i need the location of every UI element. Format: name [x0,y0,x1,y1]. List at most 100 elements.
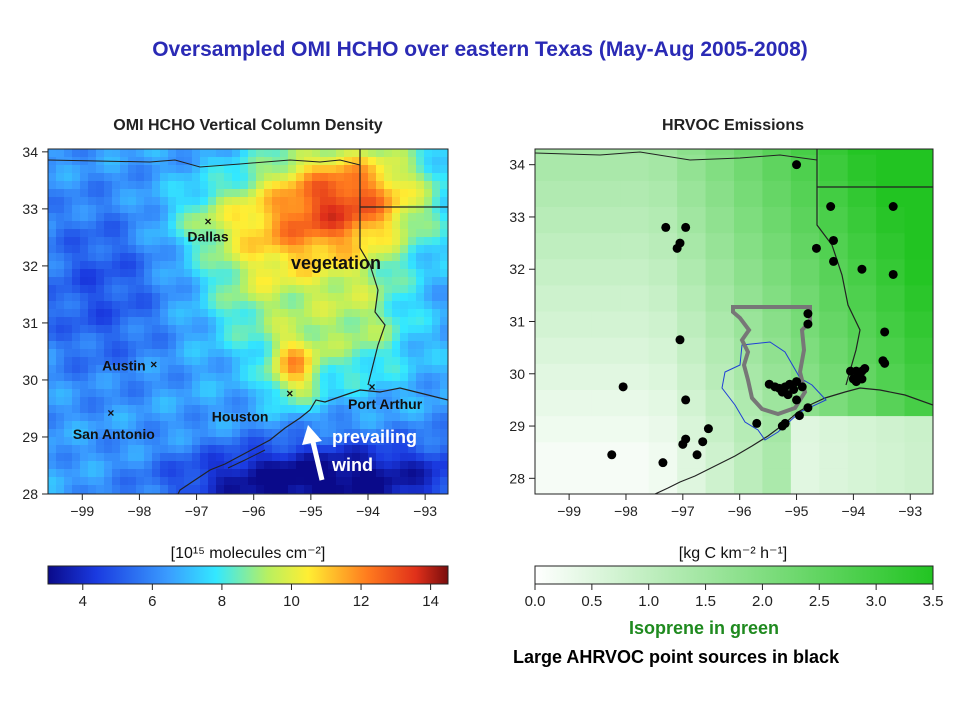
x-tick-label: −96 [242,503,266,519]
x-tick-label: −96 [728,503,752,519]
ahrvoc-point [692,450,702,460]
ahrvoc-point [661,222,671,232]
city-label: Dallas [187,228,228,244]
city-marker-icon: × [107,406,114,420]
houston-region-gray-outline [731,305,812,417]
hcho-heatmap [48,149,448,494]
ahrvoc-point [672,243,682,253]
colorbar-tick-label: 8 [218,593,226,610]
ahrvoc-point [811,243,821,253]
isoprene-grid [535,149,933,494]
city-marker-icon: × [150,358,157,372]
ahrvoc-point [803,319,813,329]
colorbar-tick-label: 3.5 [923,593,944,610]
ahrvoc-point [829,235,838,245]
city-label: Port Arthur [348,396,423,412]
y-tick-label: 28 [22,486,38,502]
city-label: San Antonio [73,426,155,442]
colorbar-tick-label: 1.5 [695,593,716,610]
ahrvoc-point [675,335,685,345]
wind-arrow-icon [302,425,325,481]
ahrvoc-point [794,411,804,421]
x-tick-label: −95 [299,503,323,519]
right-axes: −99 −98 −97 −96 −95 −94 −93 28 29 30 31 32 33 34 [509,157,922,519]
x-tick-label: −99 [557,503,581,519]
vegetation-label: vegetation [291,253,381,273]
y-tick-label: 29 [22,429,38,445]
y-tick-label: 28 [509,470,525,486]
isoprene-colorbar-label: [kg C km⁻² h⁻¹] [679,545,787,562]
colorbar-tick-label: 2.0 [752,593,773,610]
ahrvoc-point [857,374,867,384]
ahrvoc-point [797,382,807,392]
left-barrier-island [227,449,266,469]
x-tick-label: −97 [671,503,695,519]
x-tick-label: −93 [898,503,922,519]
x-tick-label: −93 [413,503,437,519]
y-tick-label: 34 [22,144,38,160]
ahrvoc-point [880,327,890,337]
ahrvoc-point-sources [607,160,898,468]
ahrvoc-point [826,202,836,211]
x-tick-label: −97 [185,503,209,519]
colorbar-tick-label: 3.0 [866,593,887,610]
colorbar-tick-label: 2.5 [809,593,830,610]
city-marker-icon: × [204,214,211,228]
ahrvoc-point [860,364,870,374]
city-marker-icon: × [368,380,375,394]
left-map-frame [47,148,449,495]
colorbar-tick-label: 10 [283,593,300,610]
colorbar-tick-label: 0.5 [581,593,602,610]
ahrvoc-note: Large AHRVOC point sources in black [513,647,840,667]
left-coastline [177,387,448,494]
ahrvoc-point [803,309,813,319]
ahrvoc-point [678,439,688,449]
y-tick-label: 31 [509,314,525,330]
y-tick-label: 30 [22,372,38,388]
x-tick-label: −94 [356,503,380,519]
left-axes: −99 −98 −97 −96 −95 −94 −93 28 29 30 31 32 33 34 [22,144,437,519]
ahrvoc-point [829,256,838,266]
left-north-border [48,159,361,168]
ahrvoc-point [803,403,813,413]
right-state-border [816,149,933,386]
ahrvoc-point [658,458,668,468]
y-tick-label: 34 [509,157,525,173]
ahrvoc-point [857,264,867,274]
houston-region-blue-outline [721,341,827,441]
hcho-colorbar-ticks: 4 6 8 10 12 14 [79,584,439,610]
x-tick-label: −98 [128,503,152,519]
ahrvoc-point [888,202,898,211]
y-tick-label: 33 [509,209,525,225]
y-tick-label: 32 [509,261,525,277]
ahrvoc-point [792,395,802,405]
x-tick-label: −98 [614,503,638,519]
ahrvoc-point [607,450,617,460]
ahrvoc-point [851,366,861,376]
y-tick-label: 29 [509,418,525,434]
city-label: Austin [102,358,146,374]
slide-title: Oversampled OMI HCHO over eastern Texas … [152,38,808,61]
isoprene-note: Isoprene in green [629,618,780,638]
ahrvoc-point [878,356,888,366]
wind-label-line2: wind [331,455,373,475]
city-marker-icon: × [286,387,293,401]
hcho-colorbar [47,565,449,585]
ahrvoc-point [792,160,802,170]
x-tick-label: −95 [785,503,809,519]
isoprene-colorbar [534,565,934,585]
ahrvoc-point [783,390,793,400]
isoprene-colorbar-ticks: 0.0 0.5 1.0 1.5 2.0 2.5 3.0 3.5 [525,584,944,610]
ahrvoc-point [789,384,799,394]
ahrvoc-point [703,424,713,434]
ahrvoc-point [618,382,628,392]
colorbar-tick-label: 4 [79,593,87,610]
left-map-title: OMI HCHO Vertical Column Density [113,117,382,134]
right-north-border [535,151,818,161]
ahrvoc-point [888,269,898,279]
ahrvoc-point [681,222,691,232]
ahrvoc-point [698,437,708,447]
hcho-colorbar-label: [10¹⁵ molecules cm⁻²] [171,545,326,562]
colorbar-tick-label: 1.0 [638,593,659,610]
